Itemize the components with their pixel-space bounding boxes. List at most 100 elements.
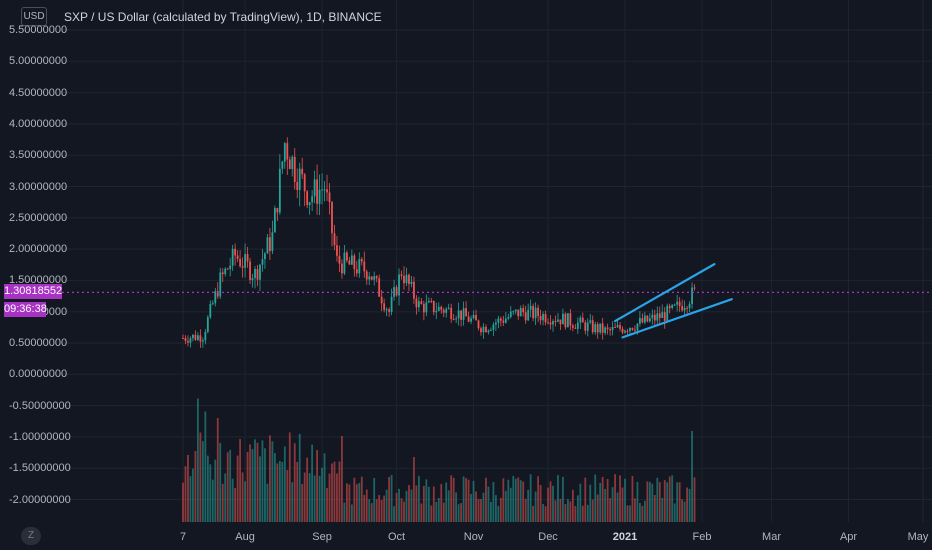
time-tick-label: Aug bbox=[235, 531, 255, 543]
volume-bar bbox=[209, 464, 212, 522]
volume-bar bbox=[619, 475, 621, 522]
candle-body bbox=[571, 325, 574, 328]
candle-body bbox=[547, 322, 549, 324]
volume-bar bbox=[298, 433, 301, 522]
candle-body bbox=[693, 287, 696, 289]
candle-body bbox=[405, 274, 408, 284]
volume-bar bbox=[455, 492, 458, 522]
volume-bar bbox=[311, 444, 314, 522]
volume-bar bbox=[388, 476, 391, 522]
volume-bar bbox=[341, 435, 343, 522]
candle-body bbox=[246, 254, 249, 262]
volume-bar bbox=[544, 506, 547, 522]
candle-body bbox=[355, 269, 358, 274]
candle-body bbox=[467, 316, 470, 322]
candle-body bbox=[529, 305, 532, 310]
candle-body bbox=[422, 303, 425, 313]
zoom-reset-button[interactable]: Z bbox=[21, 527, 41, 545]
candle-body bbox=[378, 278, 381, 297]
volume-bar bbox=[239, 439, 242, 522]
volume-bar bbox=[308, 473, 311, 522]
volume-bar bbox=[487, 486, 490, 522]
candle-body bbox=[211, 303, 214, 305]
candle-body bbox=[499, 318, 502, 321]
volume-bar bbox=[410, 489, 413, 522]
volume-bar bbox=[688, 488, 691, 522]
time-tick-label: Sep bbox=[312, 531, 332, 543]
volume-bar bbox=[403, 501, 405, 522]
drawing-overlays[interactable] bbox=[62, 263, 932, 339]
candle-body bbox=[584, 322, 587, 331]
volume-bar bbox=[206, 455, 209, 522]
time-tick-label: 2021 bbox=[612, 531, 638, 543]
bar-countdown-badge: 09:36:38 bbox=[4, 302, 47, 317]
candle-body bbox=[192, 334, 194, 339]
volume-bar bbox=[400, 498, 403, 522]
volume-bar bbox=[241, 472, 244, 522]
volume-bar bbox=[494, 495, 497, 522]
volume-bar bbox=[199, 432, 202, 522]
candle-body bbox=[470, 318, 472, 322]
volume-bar bbox=[460, 503, 463, 522]
volume-bar bbox=[231, 478, 234, 522]
volume-bar bbox=[254, 439, 256, 522]
volume-bar bbox=[373, 478, 376, 522]
volume-bar bbox=[686, 487, 688, 522]
volume-bar bbox=[651, 483, 654, 522]
candle-body bbox=[413, 281, 415, 299]
volume-bar bbox=[639, 503, 641, 522]
time-tick-label: Mar bbox=[762, 531, 781, 543]
candle-body bbox=[472, 314, 475, 319]
currency-scale-button[interactable]: USD bbox=[21, 7, 47, 26]
candle-body bbox=[204, 331, 207, 341]
volume-bar bbox=[425, 479, 428, 522]
volume-bar bbox=[187, 454, 189, 522]
volume-bar bbox=[326, 487, 328, 522]
price-tick-label: 2.50000000 bbox=[9, 211, 68, 224]
candle-body bbox=[313, 179, 316, 197]
volume-bar bbox=[259, 456, 261, 522]
volume-bar bbox=[383, 495, 386, 522]
candle-body bbox=[348, 260, 351, 265]
volume-bar bbox=[360, 476, 363, 522]
volume-bar bbox=[681, 499, 684, 522]
volume-bar bbox=[363, 495, 366, 522]
candle-body bbox=[209, 303, 212, 318]
candle-body bbox=[678, 301, 681, 306]
candle-body bbox=[462, 308, 465, 320]
time-tick-label: 7 bbox=[179, 531, 187, 543]
candle-body bbox=[390, 296, 393, 312]
candle-body bbox=[502, 320, 505, 323]
volume-bar bbox=[475, 491, 477, 522]
candle-body bbox=[398, 274, 400, 296]
candle-body bbox=[581, 317, 584, 323]
candle-body bbox=[254, 269, 256, 279]
candle-body bbox=[373, 276, 376, 280]
volume-bar bbox=[345, 483, 348, 522]
candle-body bbox=[653, 314, 656, 321]
candle-body bbox=[336, 245, 338, 256]
candle-body bbox=[691, 287, 693, 305]
candle-body bbox=[576, 322, 579, 329]
candle-body bbox=[661, 312, 664, 319]
volume-bar bbox=[261, 440, 264, 522]
candle-body bbox=[631, 328, 634, 330]
price-tick-label: -0.50000000 bbox=[9, 399, 71, 412]
volume-bar bbox=[499, 497, 502, 522]
candle-body bbox=[358, 258, 361, 274]
volume-bar bbox=[636, 481, 639, 522]
time-tick-label: Oct bbox=[387, 531, 406, 543]
volume-bar bbox=[194, 451, 197, 522]
candle-body bbox=[189, 338, 192, 343]
volume-bar bbox=[668, 476, 671, 522]
volume-bar bbox=[472, 480, 475, 522]
candle-body bbox=[360, 258, 363, 262]
candle-body bbox=[656, 313, 659, 321]
candlestick-series bbox=[182, 137, 696, 348]
candle-body bbox=[363, 261, 366, 272]
candle-body bbox=[594, 324, 597, 333]
price-tick-label: -2.00000000 bbox=[9, 493, 71, 506]
volume-bar bbox=[405, 490, 408, 522]
volume-bar bbox=[331, 463, 333, 522]
